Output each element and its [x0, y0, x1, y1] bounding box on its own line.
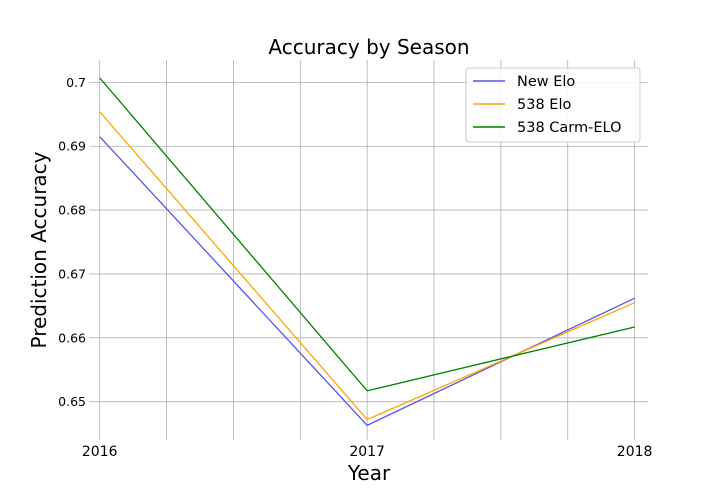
legend-label: 538 Carm-ELO	[517, 120, 622, 136]
y-tick-label: 0.67	[58, 266, 86, 281]
legend-label: New Elo	[517, 74, 575, 90]
y-tick-label: 0.7	[66, 75, 86, 90]
legend: New Elo 538 Elo 538 Carm-ELO	[465, 67, 641, 143]
x-tick-label: 2017	[349, 444, 385, 460]
y-tick-label: 0.66	[58, 330, 86, 345]
series-line-0	[99, 136, 635, 427]
legend-label: 538 Elo	[517, 97, 571, 113]
x-tick-labels: 2016 2017 2018	[82, 444, 653, 460]
x-tick-label: 2016	[82, 444, 118, 460]
y-tick-label: 0.65	[58, 394, 86, 409]
y-tick-label: 0.69	[58, 139, 86, 154]
x-tick-label: 2018	[617, 444, 653, 460]
series-line-2	[99, 77, 635, 392]
chart-title: Accuracy by Season	[268, 35, 469, 59]
y-tick-label: 0.68	[58, 203, 86, 218]
y-axis-label: Prediction Accuracy	[27, 151, 51, 348]
y-tick-labels: 0.65 0.66 0.67 0.68 0.69 0.7	[58, 75, 86, 409]
x-axis-label: Year	[347, 461, 391, 485]
legend-frame	[465, 67, 641, 143]
series-line-1	[99, 111, 635, 421]
grid	[89, 60, 648, 440]
series-lines	[99, 77, 635, 427]
